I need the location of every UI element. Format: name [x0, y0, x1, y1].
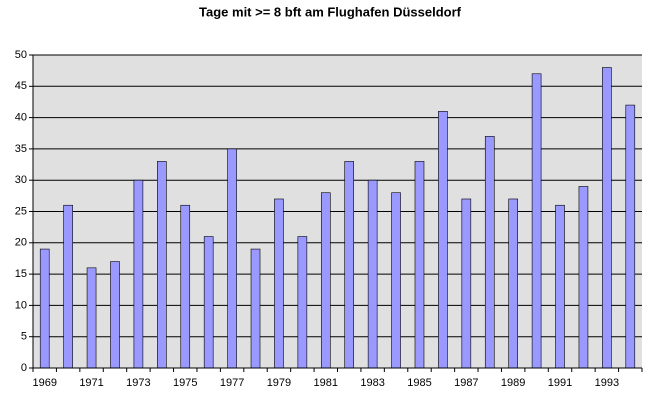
- bar: [63, 204, 73, 369]
- y-tick-label: 25: [15, 205, 27, 217]
- bar: [438, 111, 448, 369]
- bar: [133, 179, 144, 369]
- bar: [461, 198, 472, 369]
- x-tick-label: 1985: [407, 377, 431, 389]
- x-tick-label: 1979: [267, 377, 291, 389]
- y-tick-label: 5: [21, 331, 27, 343]
- bar: [274, 198, 284, 369]
- chart-title: Tage mit >= 8 bft am Flughafen Düsseldor…: [199, 4, 462, 19]
- bar: [203, 236, 214, 369]
- bar: [180, 204, 191, 369]
- y-tick-label: 45: [15, 80, 27, 92]
- bar: [625, 104, 636, 369]
- bar: [110, 261, 120, 369]
- bar: [367, 179, 378, 369]
- bar: [39, 248, 50, 369]
- x-tick-label: 1993: [595, 377, 619, 389]
- bar: [555, 204, 565, 369]
- bar: [531, 73, 542, 369]
- bar: [157, 161, 167, 369]
- x-tick-label: 1987: [454, 377, 478, 389]
- x-tick-label: 1973: [126, 377, 150, 389]
- bar: [578, 186, 589, 369]
- x-tick-label: 1975: [173, 377, 197, 389]
- bar: [602, 67, 612, 369]
- x-tick-label: 1989: [501, 377, 525, 389]
- x-tick-label: 1981: [314, 377, 338, 389]
- bar: [484, 136, 495, 369]
- y-tick-label: 10: [15, 299, 27, 311]
- x-tick-label: 1971: [79, 377, 103, 389]
- bar: [227, 148, 237, 369]
- bar: [250, 248, 261, 369]
- bar: [414, 161, 425, 369]
- x-tick-label: 1991: [548, 377, 572, 389]
- x-tick-label: 1983: [360, 377, 384, 389]
- y-tick-label: 30: [15, 174, 27, 186]
- bar: [391, 192, 401, 369]
- bar: [344, 161, 355, 369]
- bar: [320, 192, 331, 369]
- y-tick-label: 20: [15, 237, 27, 249]
- y-tick-label: 40: [15, 112, 27, 124]
- y-tick-label: 35: [15, 143, 27, 155]
- bar: [297, 236, 308, 369]
- y-tick-label: 50: [15, 49, 27, 61]
- y-tick-label: 15: [15, 268, 27, 280]
- x-tick-label: 1969: [32, 377, 56, 389]
- y-tick-label: 0: [21, 362, 27, 374]
- bar: [86, 267, 97, 369]
- bar: [508, 198, 518, 369]
- x-tick-label: 1977: [220, 377, 244, 389]
